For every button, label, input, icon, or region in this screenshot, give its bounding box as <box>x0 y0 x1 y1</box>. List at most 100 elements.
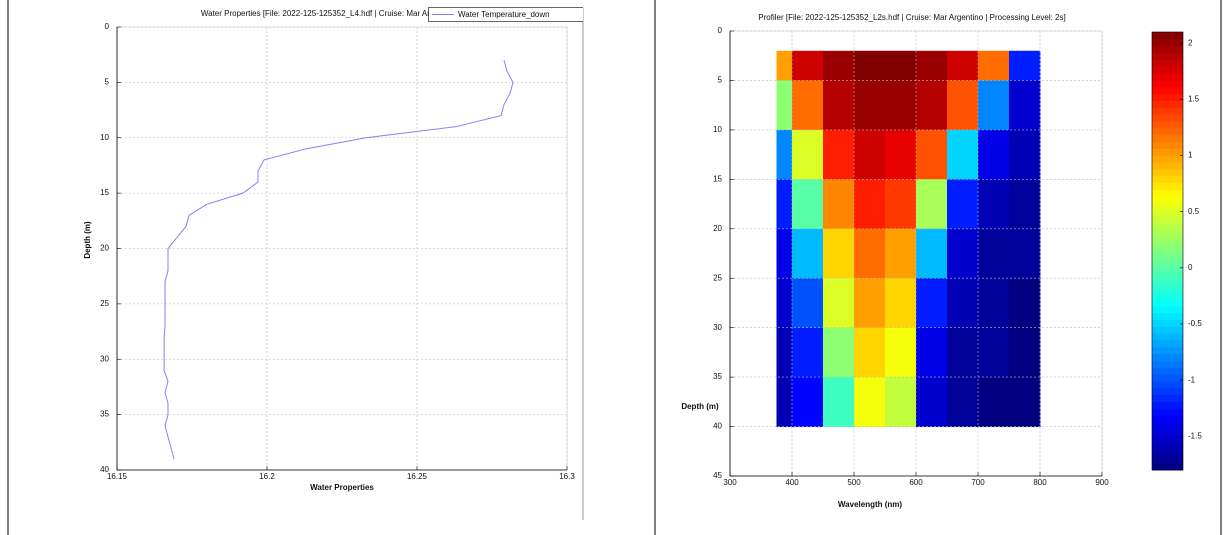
heatmap-cell <box>776 50 793 81</box>
colorbar-segment <box>1152 381 1183 389</box>
heatmap-cell <box>947 129 979 180</box>
y-tick-label: 15 <box>100 188 109 197</box>
heatmap-cell <box>885 80 917 131</box>
heatmap-cell <box>792 377 824 428</box>
heatmap-cell <box>885 228 917 279</box>
colorbar-segment <box>1152 449 1183 457</box>
heatmap-cell <box>1009 129 1041 180</box>
colorbar-segment <box>1152 422 1183 430</box>
heatmap-cell <box>947 377 979 428</box>
y-tick-label: 10 <box>100 133 109 142</box>
x-tick-label: 300 <box>723 478 737 487</box>
heatmap-cell <box>947 50 979 81</box>
colorbar-segment <box>1152 182 1183 190</box>
y-tick-label: 40 <box>713 422 722 431</box>
colorbar-segment <box>1152 155 1183 163</box>
y-tick-label: 35 <box>713 372 722 381</box>
heatmap-cell <box>854 228 886 279</box>
heatmap-cell <box>823 228 855 279</box>
heatmap-cell <box>854 377 886 428</box>
colorbar-segment <box>1152 216 1183 225</box>
heatmap-cell <box>978 327 1010 378</box>
heatmap-cell <box>1009 179 1041 230</box>
x-axis-label: Wavelength (nm) <box>838 500 902 509</box>
heatmap-cell <box>978 179 1010 230</box>
x-tick-label: 900 <box>1095 478 1109 487</box>
heatmap-cell <box>823 179 855 230</box>
heatmap-cell <box>916 80 948 131</box>
colorbar-segment <box>1152 319 1183 327</box>
heatmap-cell <box>792 327 824 378</box>
colorbar-segment <box>1152 360 1183 368</box>
colorbar-tick-label: 0.5 <box>1188 207 1200 216</box>
heatmap-cell <box>885 179 917 230</box>
colorbar-segment <box>1152 189 1183 197</box>
colorbar-segment <box>1152 120 1183 129</box>
heatmap-cell <box>854 179 886 230</box>
colorbar-segment <box>1152 339 1183 348</box>
heatmap-cell <box>823 50 855 81</box>
colorbar-segment <box>1152 203 1183 211</box>
colorbar-tick-label: -1.5 <box>1188 431 1202 440</box>
y-tick-label: 20 <box>713 224 722 233</box>
legend: Water Temperature_down <box>428 7 583 22</box>
colorbar-segment <box>1152 223 1183 231</box>
heatmap-cell <box>776 228 793 279</box>
colorbar-segment <box>1152 59 1183 67</box>
colorbar-segment <box>1152 463 1183 471</box>
heatmap-cell <box>978 278 1010 329</box>
heatmap-cell <box>885 377 917 428</box>
heatmap-cell <box>1009 377 1041 428</box>
heatmap-cell <box>978 80 1010 131</box>
heatmap-cell <box>916 278 948 329</box>
colorbar-tick-label: 2 <box>1188 38 1193 47</box>
heatmap-cell <box>885 278 917 329</box>
x-tick-label: 16.25 <box>407 472 428 481</box>
colorbar-tick-label: -1 <box>1188 375 1196 384</box>
y-tick-label: 15 <box>713 174 722 183</box>
y-tick-label: 5 <box>105 77 110 86</box>
x-tick-label: 700 <box>971 478 985 487</box>
heatmap-cell <box>1009 278 1041 329</box>
heatmap-cell <box>792 80 824 131</box>
heatmap-cell <box>916 50 948 81</box>
y-tick-label: 25 <box>100 299 109 308</box>
colorbar-segment <box>1152 353 1183 361</box>
heatmap-cell <box>885 50 917 81</box>
legend-box <box>428 7 583 22</box>
colorbar-tick-label: 1.5 <box>1188 94 1200 103</box>
colorbar-segment <box>1152 408 1183 416</box>
colorbar-tick-label: 0 <box>1188 263 1193 272</box>
chart-title: Profiler [File: 2022-125-125352_L2s.hdf … <box>758 13 1065 22</box>
heatmap-cell <box>792 278 824 329</box>
colorbar-segment <box>1152 73 1183 81</box>
heatmap-cell <box>776 377 793 428</box>
legend-label: Water Temperature_down <box>458 10 550 19</box>
colorbar-segment <box>1152 415 1183 423</box>
colorbar-segment <box>1152 196 1183 204</box>
colorbar-segment <box>1152 237 1183 245</box>
colorbar-segment <box>1152 175 1183 184</box>
heatmap-cell <box>792 50 824 81</box>
heatmap-cell <box>854 278 886 329</box>
colorbar-segment <box>1152 442 1183 450</box>
colorbar-segment <box>1152 367 1183 375</box>
plot <box>776 50 1041 428</box>
colorbar-segment <box>1152 387 1183 396</box>
colorbar-segment <box>1152 394 1183 403</box>
y-tick-label: 35 <box>100 410 109 419</box>
heatmap-cell <box>947 179 979 230</box>
y-tick-label: 0 <box>718 26 723 35</box>
colorbar-segment <box>1152 209 1183 218</box>
colorbar-segment <box>1152 251 1183 259</box>
heatmap-cell <box>947 228 979 279</box>
heatmap-cell <box>947 327 979 378</box>
y-tick-label: 5 <box>718 76 723 85</box>
y-tick-label: 30 <box>100 354 109 363</box>
colorbar-segment <box>1152 86 1183 95</box>
colorbar-segment <box>1152 45 1183 54</box>
heatmap-cell <box>1009 228 1041 279</box>
colorbar-segment <box>1152 333 1183 341</box>
x-tick-label: 600 <box>909 478 923 487</box>
